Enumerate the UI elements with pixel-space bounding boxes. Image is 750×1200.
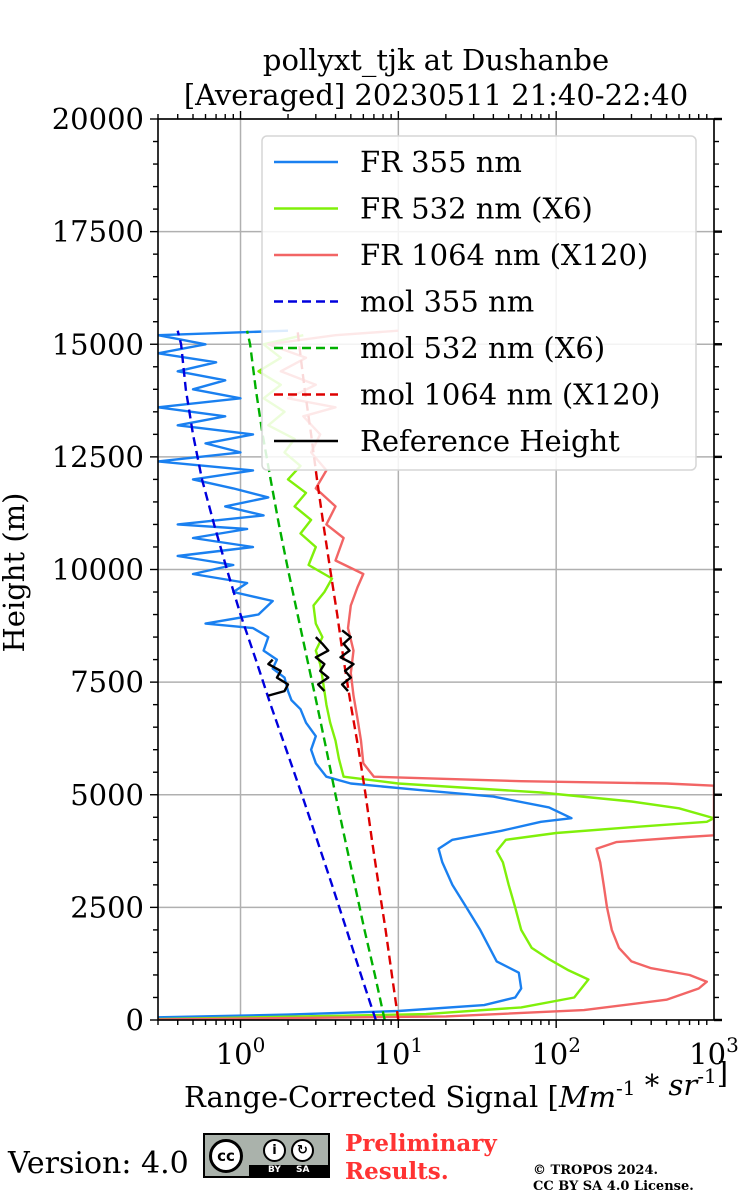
preliminary-results-label: Preliminary Results. [345,1130,497,1186]
y-tick-label: 12500 [52,440,144,474]
series-line-mol-355-nm [176,330,377,1020]
chart-title-line2: [Averaged] 20230511 21:40-22:40 [183,78,689,112]
series-line-mol-532-nm-x6 [245,330,386,1020]
cc-by-label: BY [268,1165,281,1175]
x-tick-label: 103 [689,1033,739,1071]
series-line-reference-height-1 [267,658,290,697]
cc-circle-icon: cc [209,1139,243,1173]
legend-label: FR 355 nm [360,145,522,179]
x-tick-label: 101 [374,1033,424,1071]
y-tick-label: 20000 [52,102,144,136]
y-tick-label: 0 [126,1003,144,1037]
preliminary-line2: Results. [345,1158,449,1185]
legend-label: mol 355 nm [360,285,534,319]
series-line-reference-height-2 [314,636,330,692]
y-axis-label: Height (m) [0,493,31,653]
y-tick-label: 7500 [70,665,144,699]
y-tick-label: 15000 [52,327,144,361]
legend-label: mol 532 nm (X6) [360,331,605,365]
chart-title-line1: pollyxt_tjk at Dushanbe [262,43,610,77]
version-label: Version: 4.0 [8,1146,189,1181]
y-tick-label: 17500 [52,215,144,249]
x-tick-label: 100 [216,1033,266,1071]
legend-box [261,135,697,471]
y-tick-label: 5000 [70,778,144,812]
legend-label: Reference Height [360,424,620,458]
copyright-notice: © TROPOS 2024. CC BY SA 4.0 License. [533,1163,694,1195]
series-line-reference-height-3 [339,629,355,692]
copyright-line2: CC BY SA 4.0 License. [533,1179,694,1194]
legend-label: mol 1064 nm (X120) [360,378,661,412]
cc-label-bar: BY SA [249,1165,328,1176]
y-tick-label: 2500 [70,890,144,924]
x-axis-label: Range-Corrected Signal [Mm-1 * sr-1] [184,1056,728,1114]
series-line-fr-355-nm [158,329,573,1019]
x-tick-label: 102 [531,1033,581,1071]
preliminary-line1: Preliminary [345,1130,497,1157]
legend-label: FR 532 nm (X6) [360,192,593,226]
cc-by-sa-icon: cc i ↻ BY SA [203,1133,330,1178]
cc-sa-label: SA [296,1165,310,1175]
sa-share-icon: ↻ [291,1139,314,1162]
y-tick-label: 10000 [52,553,144,587]
copyright-line1: © TROPOS 2024. [533,1163,659,1178]
legend-label: FR 1064 nm (X120) [360,238,648,272]
by-person-icon: i [263,1139,286,1162]
